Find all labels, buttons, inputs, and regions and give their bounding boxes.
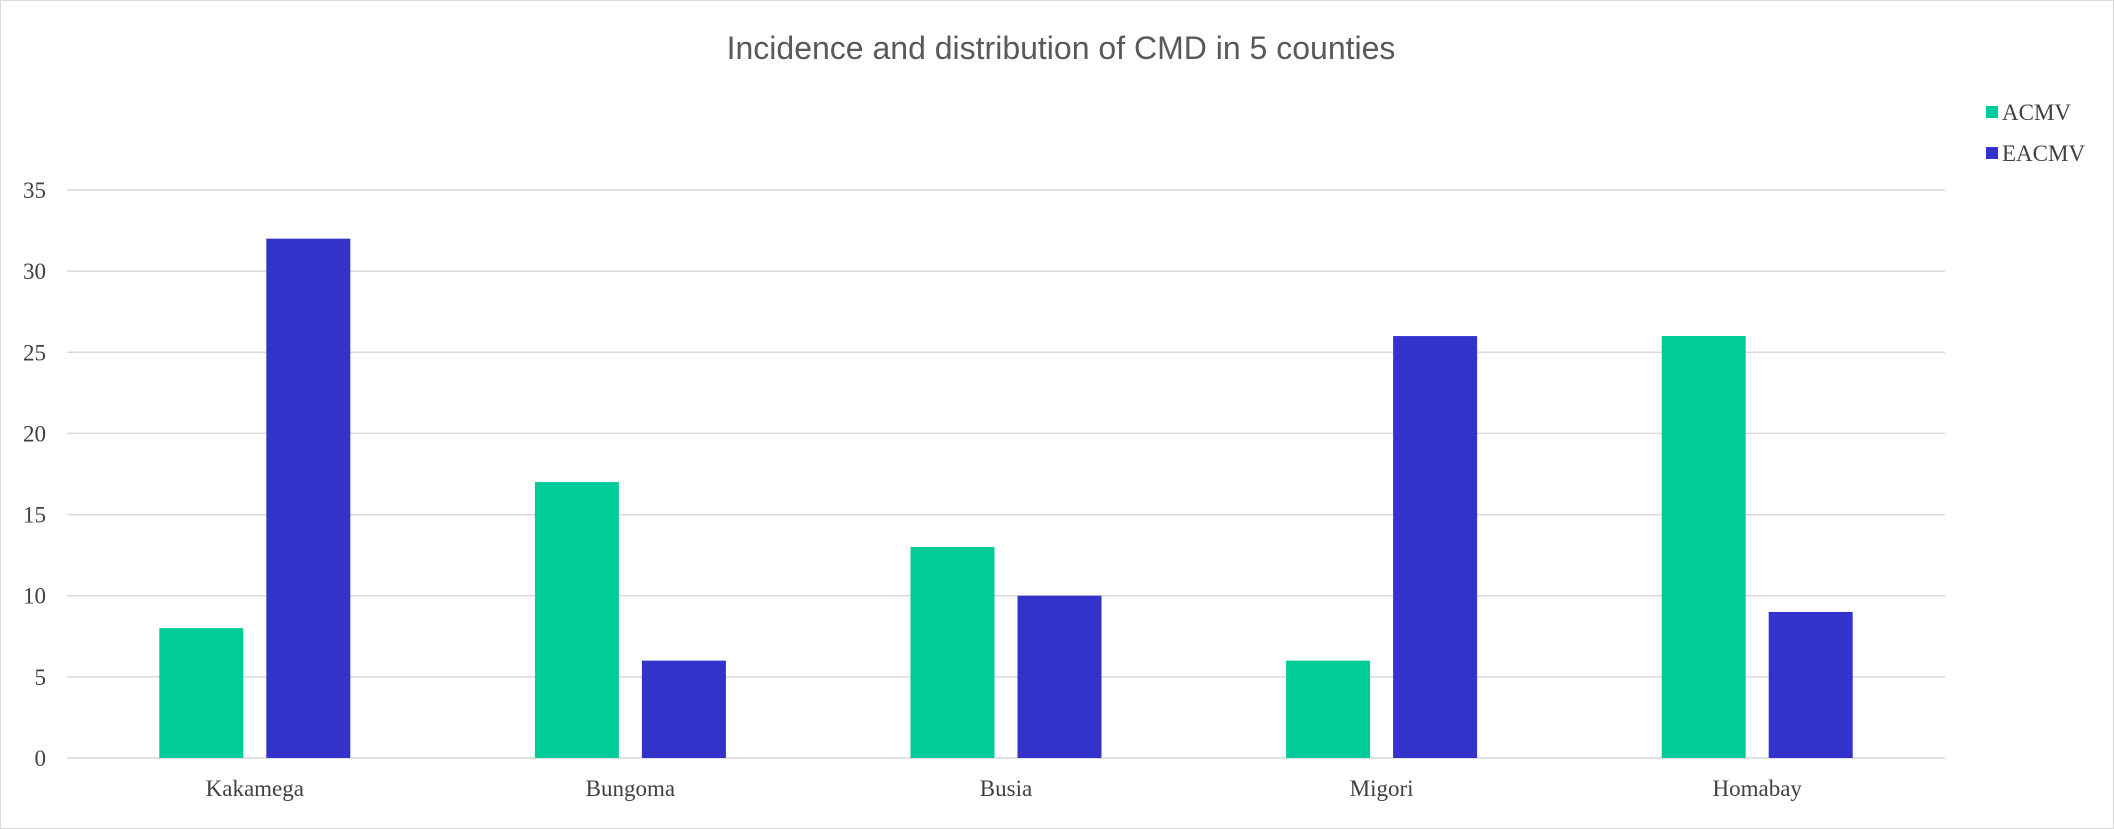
bar-acmv-kakamega [159, 628, 244, 758]
x-tick-label: Kakamega [206, 776, 304, 801]
bar-eacmv-homabay [1768, 611, 1853, 758]
legend-swatch-acmv [1986, 106, 1998, 118]
x-tick-label: Migori [1350, 776, 1414, 801]
x-axis-tick-labels: Kakamega Bungoma Busia Migori Homabay [206, 776, 1803, 801]
x-tick-label: Bungoma [586, 776, 675, 801]
y-tick-label: 0 [35, 746, 47, 771]
y-tick-label: 30 [23, 259, 46, 284]
y-tick-label: 20 [23, 421, 46, 446]
y-tick-label: 25 [23, 340, 46, 365]
x-tick-label: Busia [980, 776, 1032, 801]
y-tick-label: 5 [35, 665, 47, 690]
bars [159, 238, 1853, 758]
bar-acmv-bungoma [534, 482, 619, 758]
bar-acmv-busia [910, 547, 995, 758]
legend-swatch-eacmv [1986, 147, 1998, 159]
y-tick-label: 15 [23, 503, 46, 528]
y-tick-label: 35 [23, 178, 46, 203]
gridlines [67, 189, 1945, 759]
bar-eacmv-bungoma [641, 660, 726, 758]
x-tick-label: Homabay [1712, 776, 1802, 801]
legend-label-eacmv: EACMV [2002, 141, 2085, 166]
bar-eacmv-migori [1393, 336, 1478, 758]
bar-eacmv-kakamega [266, 238, 351, 758]
chart-title: Incidence and distribution of CMD in 5 c… [727, 30, 1396, 66]
bar-eacmv-busia [1017, 595, 1102, 758]
y-axis-tick-labels: 0 5 10 15 20 25 30 35 [23, 178, 46, 771]
bar-acmv-homabay [1661, 336, 1746, 758]
legend: ACMV EACMV [1986, 100, 2085, 166]
legend-label-acmv: ACMV [2002, 100, 2071, 125]
bar-acmv-migori [1286, 660, 1371, 758]
y-tick-label: 10 [23, 584, 46, 609]
